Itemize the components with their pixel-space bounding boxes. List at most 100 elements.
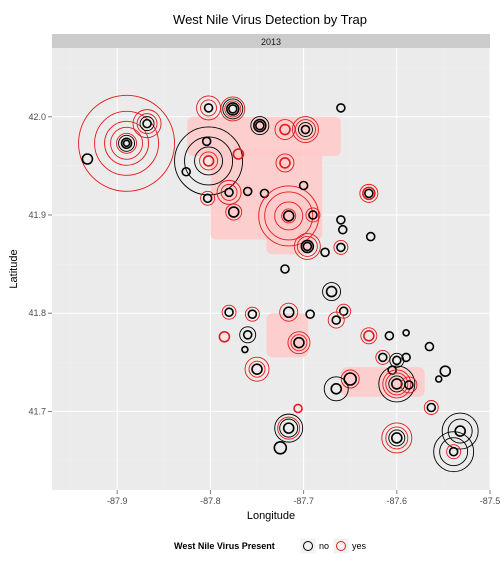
trap-point bbox=[216, 179, 242, 205]
trap-ring-no bbox=[242, 330, 253, 340]
density-area bbox=[266, 200, 313, 255]
trap-point bbox=[439, 365, 452, 377]
trap-ring-no bbox=[439, 365, 452, 377]
trap-ring-no bbox=[330, 383, 343, 395]
trap-point bbox=[273, 440, 288, 455]
trap-ring-no bbox=[227, 104, 238, 114]
trap-ring-no bbox=[122, 139, 131, 148]
trap-ring-yes bbox=[244, 356, 270, 382]
trap-ring-no bbox=[222, 98, 244, 120]
trap-ring-no bbox=[364, 188, 374, 199]
trap-point bbox=[78, 94, 176, 192]
trap-ring-yes bbox=[400, 376, 418, 394]
trap-ring-no bbox=[120, 137, 133, 150]
trap-ring-yes bbox=[116, 132, 138, 154]
grid-lines bbox=[52, 48, 491, 490]
trap-point bbox=[244, 306, 260, 322]
trap-point bbox=[181, 166, 191, 177]
trap-point bbox=[381, 422, 413, 454]
trap-point bbox=[337, 224, 348, 235]
trap-ring-no bbox=[336, 242, 346, 253]
trap-point bbox=[218, 330, 231, 343]
x-tick-label: -87.8 bbox=[200, 496, 221, 506]
trap-ring-no bbox=[343, 372, 358, 386]
trap-point bbox=[320, 247, 330, 258]
trap-point bbox=[81, 153, 94, 165]
trap-point bbox=[132, 109, 162, 139]
trap-ring-no bbox=[273, 440, 288, 455]
x-tick-label: -87.5 bbox=[480, 496, 501, 506]
trap-ring-yes bbox=[295, 119, 316, 140]
trap-ring-no bbox=[201, 136, 212, 147]
trap-ring-yes bbox=[279, 302, 299, 322]
trap-ring-no bbox=[365, 231, 376, 242]
trap-ring-yes bbox=[200, 99, 218, 117]
trap-ring-no bbox=[279, 418, 299, 438]
trap-point bbox=[225, 203, 243, 221]
trap-ring-no bbox=[250, 116, 270, 136]
trap-ring-yes bbox=[244, 306, 260, 322]
legend: West Nile Virus Present no yes bbox=[174, 537, 367, 555]
trap-ring-no bbox=[323, 376, 349, 402]
trap-point bbox=[242, 186, 253, 197]
trap-ring-no bbox=[241, 345, 249, 354]
trap-ring-no bbox=[447, 418, 473, 444]
trap-ring-yes bbox=[296, 235, 318, 257]
trap-ring-no bbox=[378, 352, 388, 363]
trap-point bbox=[336, 215, 346, 225]
trap-point bbox=[323, 376, 349, 402]
trap-ring-no bbox=[282, 210, 295, 222]
trap-ring-no bbox=[142, 118, 152, 129]
trap-point bbox=[250, 116, 270, 136]
trap-ring-no bbox=[118, 134, 136, 152]
y-axis-ticks: 41.7 41.8 41.9 42.0 bbox=[28, 112, 52, 416]
trap-ring-no bbox=[239, 326, 257, 344]
trap-point bbox=[434, 375, 443, 383]
trap-ring-no bbox=[308, 210, 318, 220]
trap-ring-no bbox=[426, 402, 437, 413]
trap-ring-yes bbox=[287, 331, 311, 355]
trap-ring-yes bbox=[277, 416, 301, 440]
trap-ring-no bbox=[392, 355, 402, 366]
trap-ring-no bbox=[280, 264, 290, 274]
trap-ring-yes bbox=[279, 157, 291, 169]
trap-ring-no bbox=[274, 413, 304, 443]
trap-ring-yes bbox=[281, 208, 297, 224]
trap-ring-no bbox=[81, 153, 94, 165]
trap-ring-no bbox=[434, 375, 443, 383]
trap-point bbox=[327, 311, 345, 329]
trap-ring-yes bbox=[385, 426, 409, 450]
trap-point bbox=[401, 352, 411, 363]
y-tick-label: 42.0 bbox=[28, 112, 46, 122]
trap-point bbox=[287, 331, 311, 355]
trap-point bbox=[274, 119, 296, 140]
trap-ring-no bbox=[282, 422, 295, 434]
legend-label-yes: yes bbox=[352, 541, 367, 551]
trap-ring-no bbox=[181, 166, 191, 177]
trap-ring-yes bbox=[363, 329, 375, 342]
density-area bbox=[187, 116, 341, 157]
trap-ring-no bbox=[391, 378, 403, 390]
trap-ring-yes bbox=[132, 109, 162, 139]
trap-point bbox=[280, 264, 290, 274]
trap-ring-yes bbox=[359, 183, 379, 203]
trap-ring-yes bbox=[94, 110, 160, 176]
trap-ring-no bbox=[194, 146, 224, 176]
facet-strip-label: 2013 bbox=[261, 37, 281, 47]
trap-ring-yes bbox=[104, 120, 150, 166]
y-tick-label: 41.7 bbox=[28, 406, 46, 416]
trap-point bbox=[359, 183, 379, 203]
trap-ring-yes bbox=[264, 191, 314, 241]
trap-ring-yes bbox=[279, 123, 291, 136]
trap-points bbox=[78, 94, 479, 473]
trap-ring-no bbox=[300, 239, 315, 254]
trap-point bbox=[293, 232, 321, 260]
trap-ring-yes bbox=[446, 444, 462, 460]
trap-ring-yes bbox=[221, 304, 237, 320]
trap-point bbox=[375, 349, 391, 365]
trap-ring-no bbox=[384, 330, 395, 341]
trap-point bbox=[433, 431, 475, 473]
trap-ring-no bbox=[225, 102, 240, 116]
trap-point bbox=[402, 329, 410, 337]
